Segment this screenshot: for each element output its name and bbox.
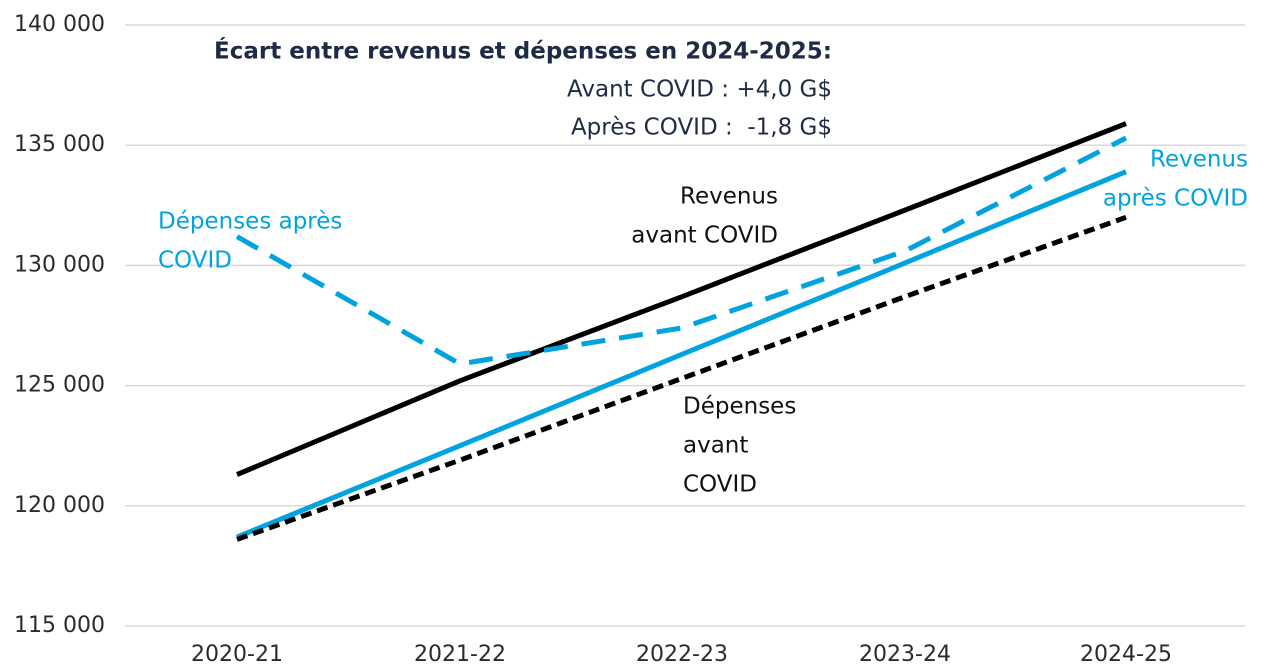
y-tick-label: 120 000 (14, 493, 105, 518)
series-label: Dépenses après (158, 209, 342, 235)
series-line (235, 135, 1128, 367)
y-tick-label: 115 000 (14, 613, 105, 638)
series-label: avant (683, 433, 748, 459)
series-label: Revenus (1150, 147, 1248, 173)
series-line (236, 169, 1127, 540)
series-label: Dépenses (683, 394, 796, 420)
y-tick-label: 125 000 (14, 373, 105, 398)
annotation-line: Après COVID : -1,8 G$ (571, 115, 832, 141)
series-line (236, 214, 1127, 542)
x-tick-label: 2021-22 (414, 642, 506, 667)
x-tick-label: 2023-24 (859, 642, 951, 667)
x-tick-label: 2022-23 (636, 642, 728, 667)
series-line (236, 121, 1127, 477)
series-label: avant COVID (631, 223, 778, 249)
series-label: Revenus (680, 184, 778, 210)
series-label: COVID (683, 472, 757, 498)
annotation-title: Écart entre revenus et dépenses en 2024-… (214, 37, 832, 65)
y-tick-label: 135 000 (14, 132, 105, 157)
x-tick-label: 2020-21 (191, 642, 283, 667)
series-label: COVID (158, 248, 232, 274)
series-label: après COVID (1103, 186, 1248, 212)
annotation-line: Avant COVID : +4,0 G$ (567, 77, 832, 103)
y-tick-label: 140 000 (14, 12, 105, 37)
x-tick-label: 2024-25 (1080, 642, 1172, 667)
y-tick-label: 130 000 (14, 252, 105, 277)
